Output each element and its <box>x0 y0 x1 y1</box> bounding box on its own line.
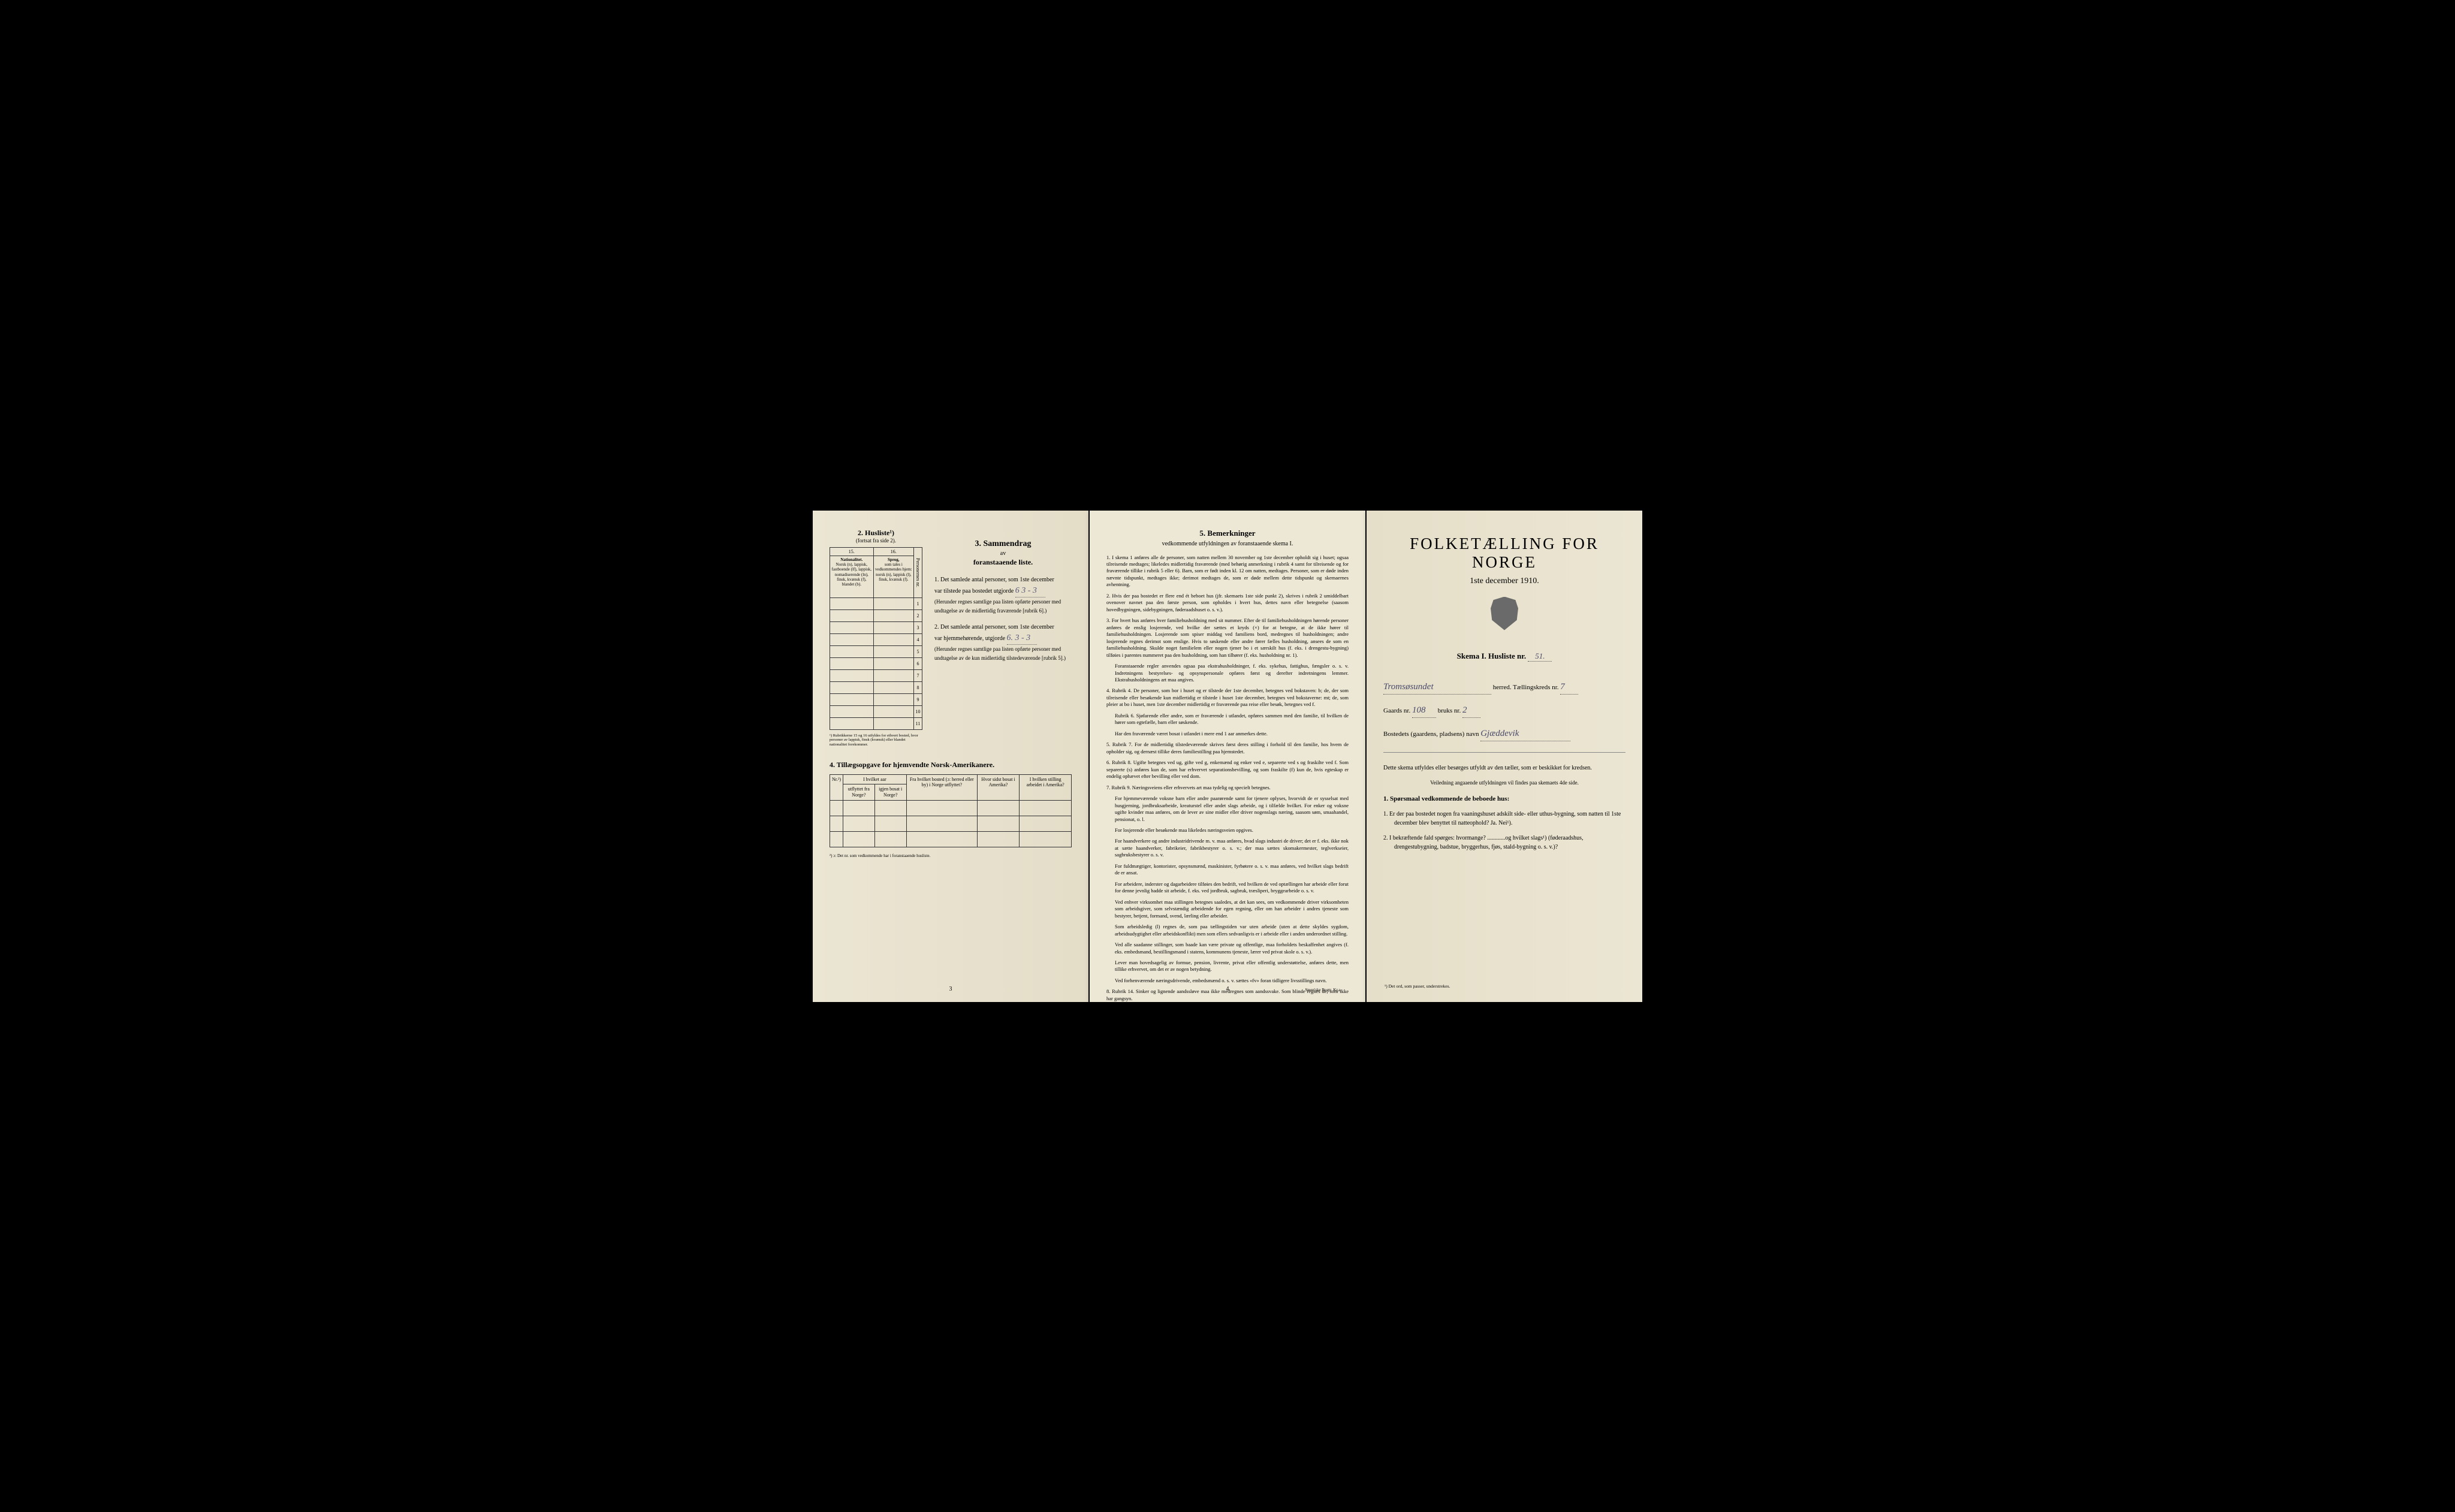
divider <box>1383 752 1625 753</box>
census-title: FOLKETÆLLING FOR NORGE <box>1383 535 1625 572</box>
remark-1: 1. I skema 1 anføres alle de personer, s… <box>1106 554 1349 588</box>
tillags-title: 4. Tillægsopgave for hjemvendte Norsk-Am… <box>830 760 1072 769</box>
remark-7-sub2: For losjerende eller besøkende maa likel… <box>1115 827 1349 834</box>
remark-6: 6. Rubrik 8. Ugifte betegnes ved ug, gif… <box>1106 759 1349 780</box>
remark-3-sub: Foranstaaende regler anvendes ogsaa paa … <box>1115 663 1349 683</box>
col-nr: Nr.²) <box>830 774 843 800</box>
remark-7-sub9: Lever man hovedsagelig av formue, pensio… <box>1115 959 1349 973</box>
amerikanere-table: Nr.²) I hvilket aar Fra hvilket bosted (… <box>830 774 1072 847</box>
shield-icon <box>1491 597 1518 630</box>
bruks-nr-value: 2 <box>1462 703 1480 718</box>
page-1-cover: FOLKETÆLLING FOR NORGE 1ste december 191… <box>1367 511 1642 1002</box>
skema-line: Skema I. Husliste nr. 51. <box>1383 651 1625 662</box>
sammendrag-section: 3. Sammendrag av foranstaaende liste. 1.… <box>934 529 1072 747</box>
coat-of-arms <box>1383 597 1625 633</box>
footnote-right: ¹) Det ord, som passer, understrekes. <box>1385 983 1450 989</box>
col-bosted: Fra hvilket bosted (ɔ: herred eller by) … <box>906 774 977 800</box>
tilstede-value: 6 3 - 3 <box>1015 584 1045 597</box>
page-number-3: 3 <box>813 986 1088 992</box>
remark-5: 5. Rubrik 7. For de midlertidig tilstede… <box>1106 741 1349 755</box>
nationality-table: 15. 16. Personernes nr. Nationalitet.Nor… <box>830 547 922 730</box>
bemerkninger-subtitle: vedkommende utfyldningen av foranstaaend… <box>1106 541 1349 547</box>
husliste-nr-value: 51. <box>1528 651 1552 662</box>
hjemme-value: 6. 3 - 3 <box>1007 632 1037 645</box>
remark-7: 7. Rubrik 9. Næringsveiens eller erhverv… <box>1106 784 1349 791</box>
husliste-section: 2. Husliste¹) (fortsat fra side 2). 15. … <box>830 529 922 747</box>
header-nationalitet: Nationalitet.Norsk (n), lappisk, fastboe… <box>830 556 874 597</box>
bosted-value: Gjæddevik <box>1480 726 1570 741</box>
summary-item-1: 1. Det samlede antal personer, som 1ste … <box>934 575 1072 615</box>
document-spread: 2. Husliste¹) (fortsat fra side 2). 15. … <box>813 511 1642 1002</box>
summary-item-2: 2. Det samlede antal personer, som 1ste … <box>934 623 1072 663</box>
remark-7-sub7: Som arbeidsledig (l) regnes de, som paa … <box>1115 924 1349 937</box>
kreds-nr-value: 7 <box>1560 680 1578 695</box>
remark-4-sub2: Har den fraværende været bosat i utlande… <box>1115 731 1349 737</box>
question-2: 2. I bekræftende fald spørges: hvormange… <box>1383 834 1625 852</box>
question-1: 1. Er der paa bostedet nogen fra vaaning… <box>1383 810 1625 828</box>
instruction-small: Veiledning angaaende utfyldningen vil fi… <box>1383 780 1625 786</box>
printer-credit: Steen'ske Bogtr. Kr.a. <box>1305 988 1341 992</box>
remark-7-sub5: For arbeidere, inderster og dagarbeidere… <box>1115 881 1349 895</box>
instruction-text: Dette skema utfyldes eller besørges utfy… <box>1383 763 1625 772</box>
col-16: 16. <box>873 547 913 556</box>
col-15: 15. <box>830 547 874 556</box>
remark-3: 3. For hvert hus anføres hver familiehus… <box>1106 617 1349 659</box>
remark-7-sub3: For haandverkere og andre industridriven… <box>1115 838 1349 858</box>
page-4: 5. Bemerkninger vedkommende utfyldningen… <box>1090 511 1365 1002</box>
remark-4: 4. Rubrik 4. De personer, som bor i huse… <box>1106 687 1349 708</box>
sammendrag-title: 3. Sammendrag <box>934 539 1072 549</box>
remarks-list: 1. I skema 1 anføres alle de personer, s… <box>1106 554 1349 1003</box>
col-aar: I hvilket aar <box>843 774 907 784</box>
remark-7-sub1: For hjemmeværende voksne barn eller andr… <box>1115 795 1349 823</box>
col-utflyttet: utflyttet fra Norge? <box>843 784 874 800</box>
bemerkninger-title: 5. Bemerkninger <box>1106 529 1349 538</box>
remark-2: 2. Hvis der paa bostedet er flere end ét… <box>1106 593 1349 613</box>
remark-4-sub1: Rubrik 6. Sjøfarende eller andre, som er… <box>1115 713 1349 726</box>
header-sprog: Sprog,som tales i vedkommendes hjem: nor… <box>873 556 913 597</box>
remark-7-sub10: Ved forhenværende næringsdrivende, embed… <box>1115 977 1349 984</box>
col-sidst: Hvor sidst bosat i Amerika? <box>977 774 1020 800</box>
remark-7-sub6: Ved enhver virksomhet maa stillingen bet… <box>1115 899 1349 919</box>
herred-line: Tromsøsundet herred. Tællingskreds nr. 7 <box>1383 680 1625 695</box>
husliste-footnote: ¹) Rubrikkerne 15 og 16 utfyldes for eth… <box>830 734 922 747</box>
remark-7-sub4: For fuldmægtiger, kontorister, opsynsmæn… <box>1115 863 1349 877</box>
husliste-subtitle: (fortsat fra side 2). <box>830 538 922 544</box>
sammendrag-av: av <box>934 550 1072 557</box>
gaards-nr-value: 108 <box>1412 703 1436 718</box>
tillags-section: 4. Tillægsopgave for hjemvendte Norsk-Am… <box>830 760 1072 858</box>
gaards-line: Gaards nr. 108 bruks nr. 2 <box>1383 703 1625 718</box>
col-stilling: I hvilken stilling arbeidet i Amerika? <box>1020 774 1072 800</box>
tillags-footnote: ²) ɔ: Det nr. som vedkommende har i fora… <box>830 853 1072 858</box>
sammendrag-sub: foranstaaende liste. <box>934 558 1072 567</box>
col-igjen: igjen bosat i Norge? <box>874 784 906 800</box>
census-date: 1ste december 1910. <box>1383 577 1625 586</box>
husliste-title: 2. Husliste¹) <box>830 529 922 538</box>
questions-title: 1. Spørsmaal vedkommende de beboede hus: <box>1383 795 1625 802</box>
bosted-line: Bostedets (gaardens, pladsens) navn Gjæd… <box>1383 726 1625 741</box>
herred-value: Tromsøsundet <box>1383 680 1491 695</box>
person-nr-label: Personernes nr. <box>914 547 922 597</box>
remark-7-sub8: Ved alle saadanne stillinger, som baade … <box>1115 941 1349 955</box>
page-3: 2. Husliste¹) (fortsat fra side 2). 15. … <box>813 511 1088 1002</box>
